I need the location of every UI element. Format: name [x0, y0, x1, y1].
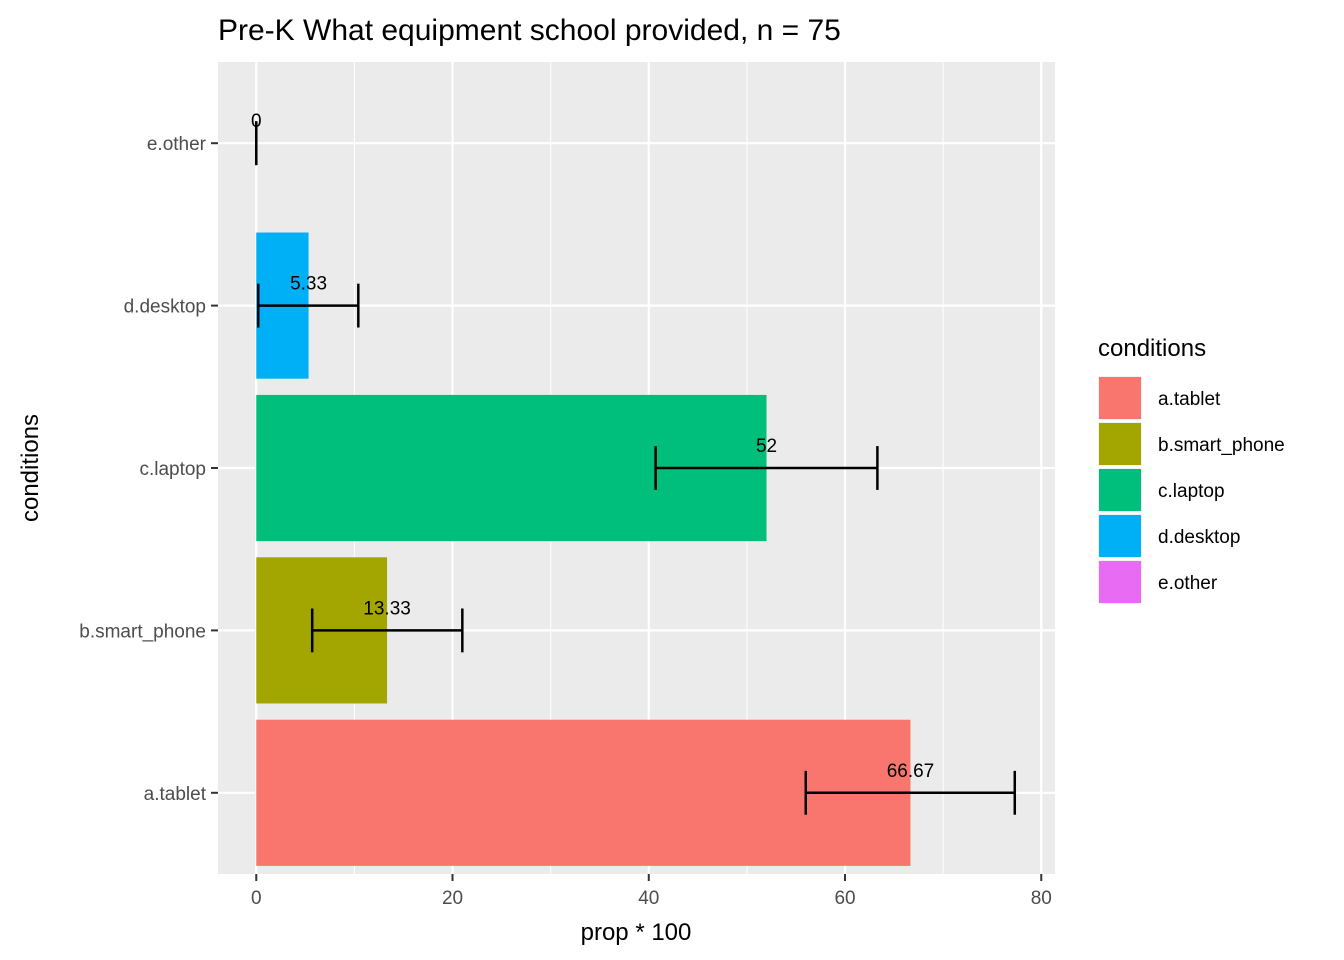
legend-label: a.tablet [1158, 389, 1221, 410]
legend-swatch [1099, 423, 1141, 465]
x-tick-label: 0 [251, 888, 262, 909]
legend-swatch [1099, 515, 1141, 557]
error-bar [804, 770, 1017, 815]
data-label: 66.67 [887, 761, 935, 782]
legend-title: conditions [1098, 335, 1206, 362]
error-bar [654, 446, 879, 490]
error-bar [310, 608, 464, 653]
legend-swatch [1099, 377, 1141, 419]
legend-label: c.laptop [1158, 481, 1225, 502]
bars [256, 232, 911, 866]
y-axis: a.tablet b.smart_phone c.laptop d.desktop e.… [79, 134, 218, 805]
x-tick-label: 20 [442, 888, 463, 909]
legend: conditions a.tablet b.smart_phone c.laptop… [1098, 335, 1285, 604]
data-label: 13.33 [363, 598, 411, 619]
y-axis-title: conditions [17, 414, 44, 522]
y-tick-label: d.desktop [124, 297, 206, 318]
x-tick-label: 60 [834, 888, 855, 909]
legend-label: b.smart_phone [1158, 435, 1285, 456]
y-tick-label: e.other [147, 134, 207, 155]
data-labels: 66.67 13.33 52 5.33 0 [251, 111, 934, 782]
legend-swatch [1099, 469, 1141, 511]
x-axis: 0 20 40 60 80 [251, 874, 1052, 909]
error-bar [256, 283, 360, 328]
x-axis-title: prop * 100 [581, 919, 692, 946]
x-tick-label: 40 [638, 888, 659, 909]
error-bars [255, 121, 1017, 815]
legend-label: e.other [1158, 573, 1218, 594]
data-label: 0 [251, 111, 262, 132]
data-label: 52 [756, 436, 777, 457]
legend-label: d.desktop [1158, 527, 1240, 548]
y-tick-label: b.smart_phone [79, 621, 206, 642]
bar-a-tablet [256, 719, 911, 866]
y-tick-label: c.laptop [139, 459, 206, 480]
legend-swatch [1099, 561, 1141, 603]
data-label: 5.33 [290, 274, 327, 295]
chart-title: Pre-K What equipment school provided, n … [218, 14, 841, 47]
y-tick-label: a.tablet [144, 784, 207, 805]
x-tick-label: 80 [1031, 888, 1052, 909]
